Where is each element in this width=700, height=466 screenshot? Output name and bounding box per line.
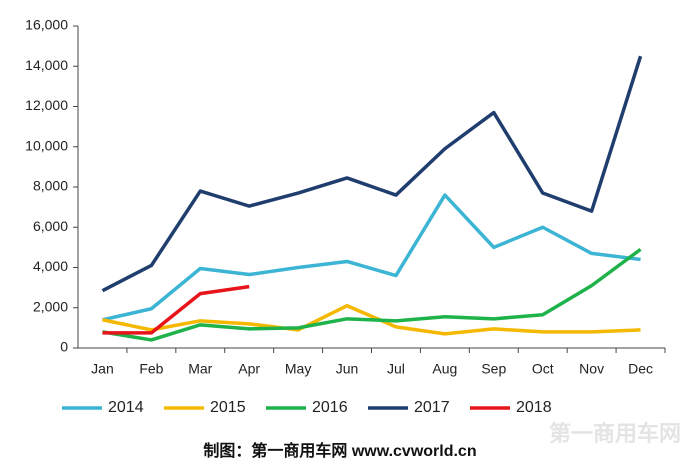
legend-label: 2017 [414, 399, 450, 416]
x-tick-label: May [285, 361, 311, 377]
x-tick-label: Jul [387, 361, 405, 377]
legend-label: 2014 [108, 399, 144, 416]
y-tick-label: 6,000 [33, 218, 68, 234]
y-tick-label: 12,000 [25, 97, 68, 113]
y-tick-label: 10,000 [25, 137, 68, 153]
y-tick-label: 0 [60, 339, 68, 355]
y-tick-label: 8,000 [33, 178, 68, 194]
x-tick-label: Mar [188, 361, 212, 377]
legend-label: 2015 [210, 399, 246, 416]
x-tick-label: Jun [336, 361, 359, 377]
series-line [102, 303, 641, 336]
source: 制图：第一商用车网 www.cvworld.cn [203, 441, 476, 460]
series-line [102, 284, 250, 335]
x-tick-label: Aug [432, 361, 457, 377]
x-tick-label: Feb [139, 361, 163, 377]
x-tick-label: Apr [238, 361, 260, 377]
y-tick-label: 4,000 [33, 258, 68, 274]
series-line [102, 247, 642, 342]
x-tick-label: Sep [481, 361, 506, 377]
legend-label: 2018 [516, 399, 552, 416]
y-tick-label: 16,000 [25, 17, 68, 33]
x-tick-label: Dec [628, 361, 653, 377]
x-tick-label: Jan [91, 361, 114, 377]
series-line [101, 55, 643, 293]
watermark: 第一商用车网 [549, 421, 681, 446]
y-tick-label: 2,000 [33, 298, 68, 314]
y-tick-label: 14,000 [25, 57, 68, 73]
x-tick-label: Nov [579, 361, 604, 377]
x-tick-label: Oct [532, 361, 554, 377]
legend-label: 2016 [312, 399, 348, 416]
series-line [102, 193, 641, 322]
